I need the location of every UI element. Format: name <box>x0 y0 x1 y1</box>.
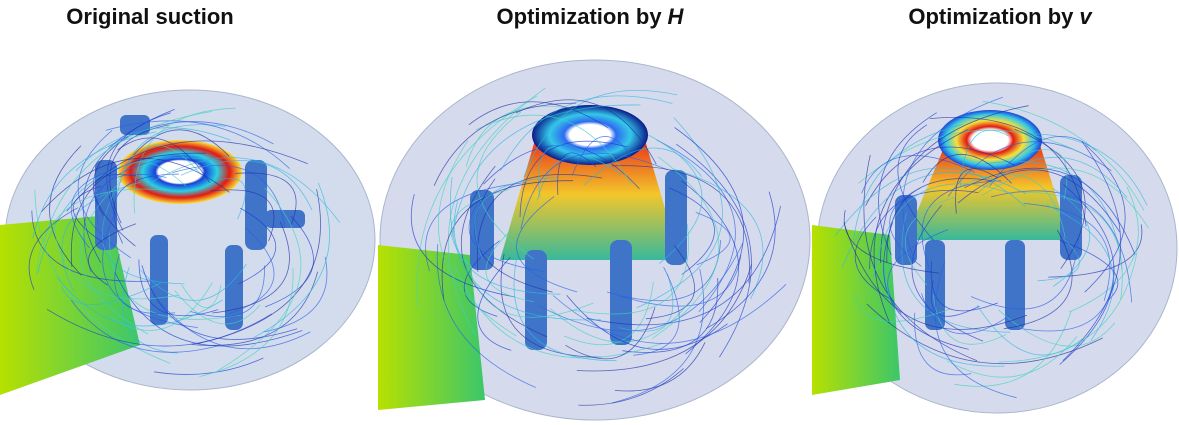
panel-title: Optimization byv <box>908 4 1091 30</box>
renderings <box>0 0 1179 425</box>
title-variable: v <box>1079 4 1091 29</box>
impeller-eye <box>938 110 1042 170</box>
title-text: Optimization by <box>908 4 1073 29</box>
title-text: Original suction <box>66 4 233 29</box>
title-variable: H <box>668 4 684 29</box>
inlet-pipe <box>378 245 485 410</box>
panel-title: Original suction <box>66 4 233 30</box>
panel-original <box>0 90 375 395</box>
figure: Original suction Optimization byH Optimi… <box>0 0 1179 425</box>
title-text: Optimization by <box>497 4 662 29</box>
panel-h <box>378 60 810 420</box>
